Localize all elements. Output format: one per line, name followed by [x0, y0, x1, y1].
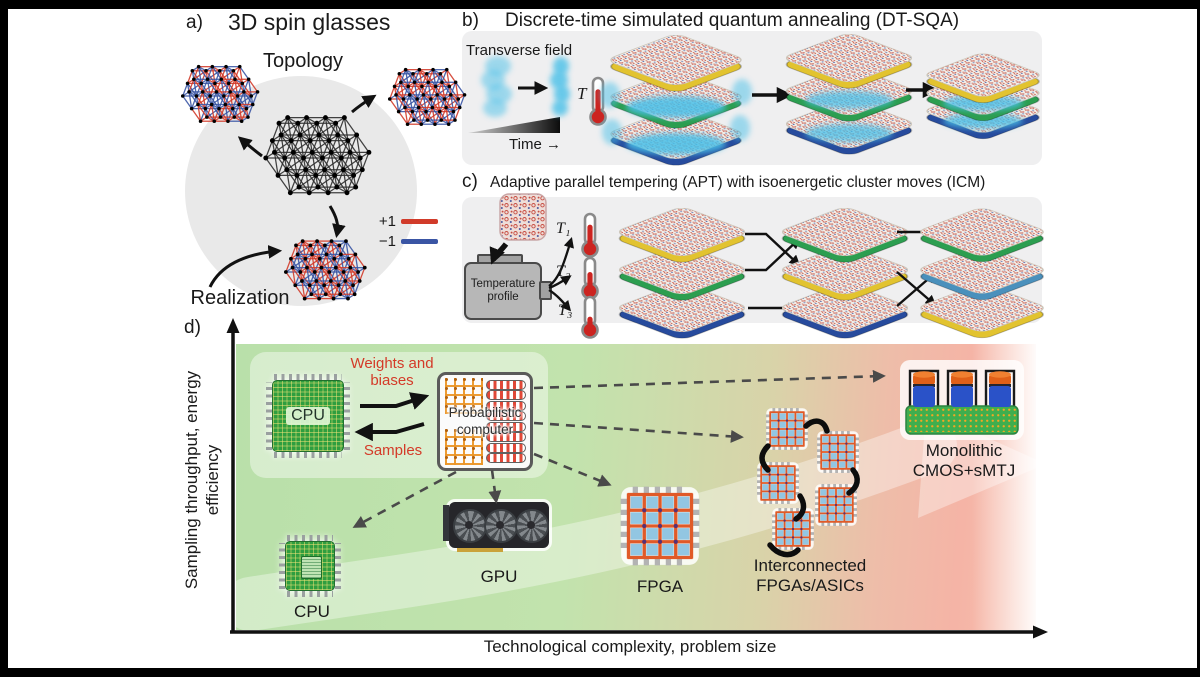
- cpu-host-label-wrap: CPU: [266, 374, 350, 458]
- monolithic-cmos-smtj-label: Monolithic CMOS+sMTJ: [912, 441, 1016, 480]
- panel-c-label: c): [462, 171, 478, 192]
- t1-label: T₁: [556, 220, 571, 237]
- legend-down-label: −1: [378, 233, 396, 250]
- cpu-host-icon: CPU: [266, 374, 350, 458]
- temperature-symbol: T: [577, 84, 587, 103]
- pbit-register-column: [486, 380, 526, 463]
- panel-b-title: Discrete-time simulated quantum annealin…: [505, 10, 960, 31]
- pbit-register: [486, 400, 526, 411]
- cpu-hardware-icon: [279, 535, 341, 597]
- cpu-host-label: CPU: [286, 407, 330, 425]
- fpga-label: FPGA: [636, 577, 684, 596]
- pbit-register: [486, 390, 526, 401]
- pbit-mesh-bottom: [445, 429, 483, 465]
- gpu-icon: [443, 502, 549, 552]
- temperature-profile-label: Temperature profile: [470, 277, 536, 303]
- pbit-register: [486, 421, 526, 432]
- t3-label: T₃: [558, 302, 573, 319]
- panel-c-backdrop: [462, 197, 1042, 323]
- gpu-fan-icon: [484, 509, 518, 543]
- gpu-fan-icon: [453, 509, 487, 543]
- panel-a-title: 3D spin glasses: [228, 9, 391, 35]
- weights-biases-label: Weights and biases: [350, 355, 434, 389]
- probabilistic-computer-icon: Probabilistic computer: [437, 372, 533, 471]
- pbit-register: [486, 432, 526, 443]
- realization-label: Realization: [190, 287, 290, 309]
- transverse-field-label: Transverse field: [466, 42, 573, 59]
- temperature-profile-device: Temperature profile: [464, 262, 542, 320]
- pbit-register: [486, 442, 526, 453]
- pbit-register: [486, 380, 526, 390]
- cpu-hardware-board: [285, 541, 335, 591]
- time-axis-label: Time →: [509, 136, 561, 153]
- pbit-register: [486, 452, 526, 463]
- panel-a-label: a): [186, 12, 203, 33]
- y-axis-label: Sampling throughput, energy efficiency: [182, 370, 223, 590]
- legend-up-label: +1: [378, 213, 396, 230]
- pbit-register: [486, 411, 526, 422]
- t2-label: T₂: [556, 263, 571, 280]
- x-axis-label: Technological complexity, problem size: [483, 637, 777, 656]
- topology-circle-backdrop: [185, 76, 417, 306]
- panel-c-title: Adaptive parallel tempering (APT) with i…: [490, 174, 986, 191]
- legend-down-color-bar: [401, 239, 438, 244]
- gpu-fan-icon: [515, 509, 549, 543]
- interconnected-fpgas-label: Interconnected FPGAs/ASICs: [753, 556, 867, 595]
- legend-up-color-bar: [401, 219, 438, 224]
- pbit-mesh-top: [445, 378, 483, 414]
- cpu-hardware-label: CPU: [294, 602, 330, 621]
- topology-label: Topology: [262, 50, 344, 72]
- temperature-device-connector: [539, 281, 552, 300]
- cpu-die: [301, 556, 322, 579]
- gpu-label: GPU: [480, 567, 518, 586]
- panel-b-label: b): [462, 10, 479, 31]
- panel-d-right-fade: [972, 344, 1052, 630]
- probabilistic-computer-label: Probabilistic computer: [448, 405, 522, 437]
- panel-d-label: d): [184, 317, 201, 338]
- samples-label: Samples: [363, 442, 423, 459]
